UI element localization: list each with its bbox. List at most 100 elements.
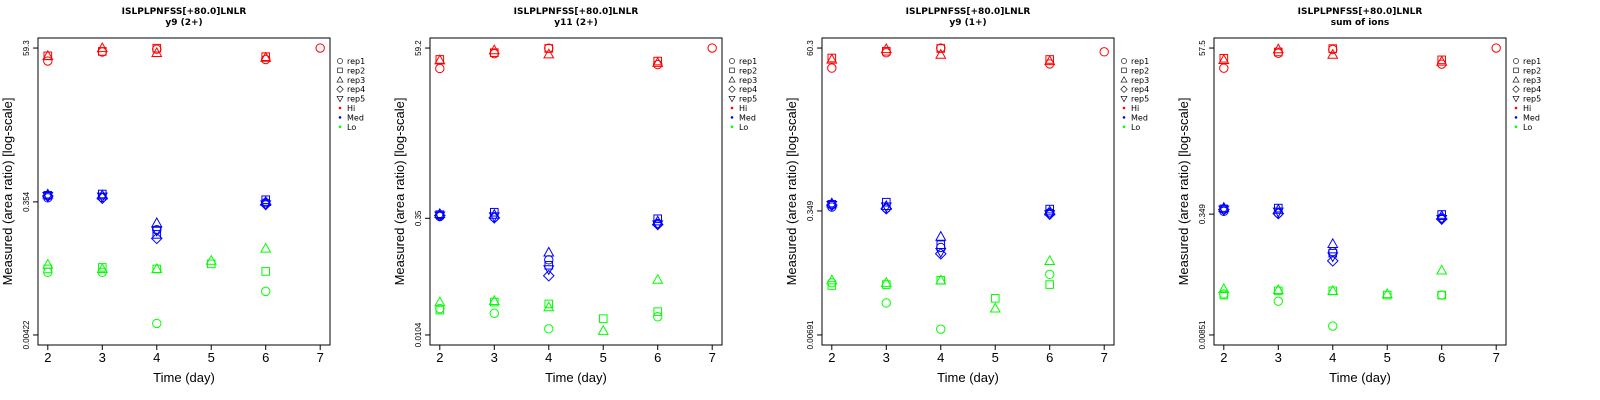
x-tick-label: 2 xyxy=(1220,350,1227,365)
chart-title: ISLPLPNFSS[+80.0]LNLR xyxy=(514,7,639,17)
y-tick-label: 0.354 xyxy=(22,191,31,212)
data-point-med-rep5 xyxy=(652,220,664,231)
data-point-hi-rep3 xyxy=(260,51,272,62)
data-point-lo-rep2 xyxy=(1045,280,1055,289)
legend-circle-icon xyxy=(1513,58,1519,64)
data-point-lo-rep1 xyxy=(489,308,499,318)
y-tick-label: 0.0104 xyxy=(414,322,423,347)
y-tick-label: 60.3 xyxy=(806,40,815,56)
data-point-lo-rep2 xyxy=(43,264,53,274)
data-point-lo-rep1 xyxy=(261,286,271,297)
data-point-hi-rep1 xyxy=(544,43,554,53)
legend-label: Lo xyxy=(1131,123,1140,132)
data-point-med-rep4 xyxy=(542,269,555,282)
legend-dot-icon xyxy=(1122,116,1126,119)
y-tick-label: 57.5 xyxy=(1198,40,1207,56)
data-point-med-rep5 xyxy=(1272,207,1284,218)
data-point-lo-rep3 xyxy=(1218,282,1230,294)
data-point-hi-rep2 xyxy=(544,44,554,53)
legend-label: rep2 xyxy=(347,66,365,75)
data-point-med-rep3 xyxy=(96,189,108,200)
x-axis-label: Time (day) xyxy=(545,370,607,385)
legend-circle-icon xyxy=(729,58,735,64)
x-axis-label: Time (day) xyxy=(937,370,999,385)
data-point-med-rep3 xyxy=(1327,237,1339,248)
legend-label: rep4 xyxy=(1131,85,1149,94)
y-tick-label: 59.3 xyxy=(22,40,31,56)
data-point-med-rep1 xyxy=(152,225,162,235)
data-point-med-rep4 xyxy=(150,232,163,245)
x-tick-label: 3 xyxy=(883,350,890,365)
data-point-hi-rep3 xyxy=(42,49,54,60)
data-point-lo-rep3 xyxy=(652,273,664,284)
chart-subtitle: sum of ions xyxy=(1331,18,1390,28)
y-tick-label: 0.00422 xyxy=(22,320,31,349)
data-point-lo-rep1 xyxy=(653,312,663,322)
chart-subtitle: y9 (2+) xyxy=(165,18,202,28)
data-point-med-rep1 xyxy=(1328,246,1338,257)
y-tick-label: 0.35 xyxy=(414,210,423,226)
data-point-hi-rep3 xyxy=(1327,48,1339,59)
legend-label: rep1 xyxy=(1523,57,1541,66)
data-point-lo-rep3 xyxy=(1436,264,1448,275)
legend-square-icon xyxy=(729,67,735,74)
legend-dot-icon xyxy=(730,106,734,110)
data-point-lo-rep1 xyxy=(152,318,162,329)
legend-label: rep3 xyxy=(739,76,757,85)
data-point-lo-rep3 xyxy=(96,262,108,274)
data-point-med-rep3 xyxy=(935,230,947,241)
data-point-hi-rep3 xyxy=(935,48,947,59)
data-point-lo-rep3 xyxy=(260,242,272,253)
data-point-med-rep5 xyxy=(151,226,163,237)
legend-square-icon xyxy=(1121,67,1127,74)
legend-diamond-icon xyxy=(336,85,344,93)
data-point-lo-rep2 xyxy=(544,299,554,309)
data-point-lo-rep2 xyxy=(598,314,608,323)
data-point-lo-rep3 xyxy=(42,258,54,269)
data-point-med-rep5 xyxy=(1044,210,1056,221)
legend-triangle-down-icon xyxy=(336,96,344,103)
data-point-hi-rep1 xyxy=(435,63,445,74)
data-point-lo-rep2 xyxy=(653,307,663,316)
chart-title: ISLPLPNFSS[+80.0]LNLR xyxy=(906,7,1031,17)
legend-label: Lo xyxy=(1523,123,1532,132)
y-axis-label: Measured (area ratio) [log-scale] xyxy=(1176,98,1191,286)
data-point-med-rep5 xyxy=(543,265,555,276)
x-tick-label: 4 xyxy=(545,350,552,365)
legend-dot-icon xyxy=(1122,106,1126,110)
data-points xyxy=(825,42,1109,334)
x-tick-label: 5 xyxy=(208,350,215,365)
data-point-med-rep5 xyxy=(880,202,892,213)
legend-triangle-down-icon xyxy=(728,96,736,103)
x-tick-label: 6 xyxy=(1438,350,1445,365)
data-point-hi-rep2 xyxy=(936,44,946,53)
legend-label: Lo xyxy=(347,123,356,132)
data-point-hi-rep1 xyxy=(315,43,325,53)
legend-label: Hi xyxy=(347,104,355,113)
x-tick-label: 7 xyxy=(1101,350,1108,365)
data-point-lo-rep3 xyxy=(1327,284,1339,295)
y-axis-label: Measured (area ratio) [log-scale] xyxy=(784,98,799,286)
plot-area xyxy=(37,37,331,346)
y-tick-label: 59.2 xyxy=(414,40,423,56)
legend-label: rep5 xyxy=(347,95,365,104)
legend-label: rep2 xyxy=(739,66,757,75)
legend-label: rep4 xyxy=(347,85,365,94)
data-point-lo-rep3 xyxy=(488,294,500,306)
data-point-lo-rep3 xyxy=(826,274,838,285)
data-point-med-rep5 xyxy=(935,247,947,259)
data-point-med-rep3 xyxy=(543,246,555,257)
data-point-lo-rep3 xyxy=(880,276,892,287)
data-point-med-rep2 xyxy=(152,230,162,239)
data-point-lo-rep3 xyxy=(935,274,947,285)
x-tick-label: 5 xyxy=(992,350,999,365)
data-point-lo-rep3 xyxy=(434,296,446,307)
legend-triangle-down-icon xyxy=(1120,96,1128,103)
legend-triangle-icon xyxy=(728,76,736,83)
legend-label: rep4 xyxy=(1523,85,1541,94)
data-point-hi-rep3 xyxy=(488,44,500,55)
